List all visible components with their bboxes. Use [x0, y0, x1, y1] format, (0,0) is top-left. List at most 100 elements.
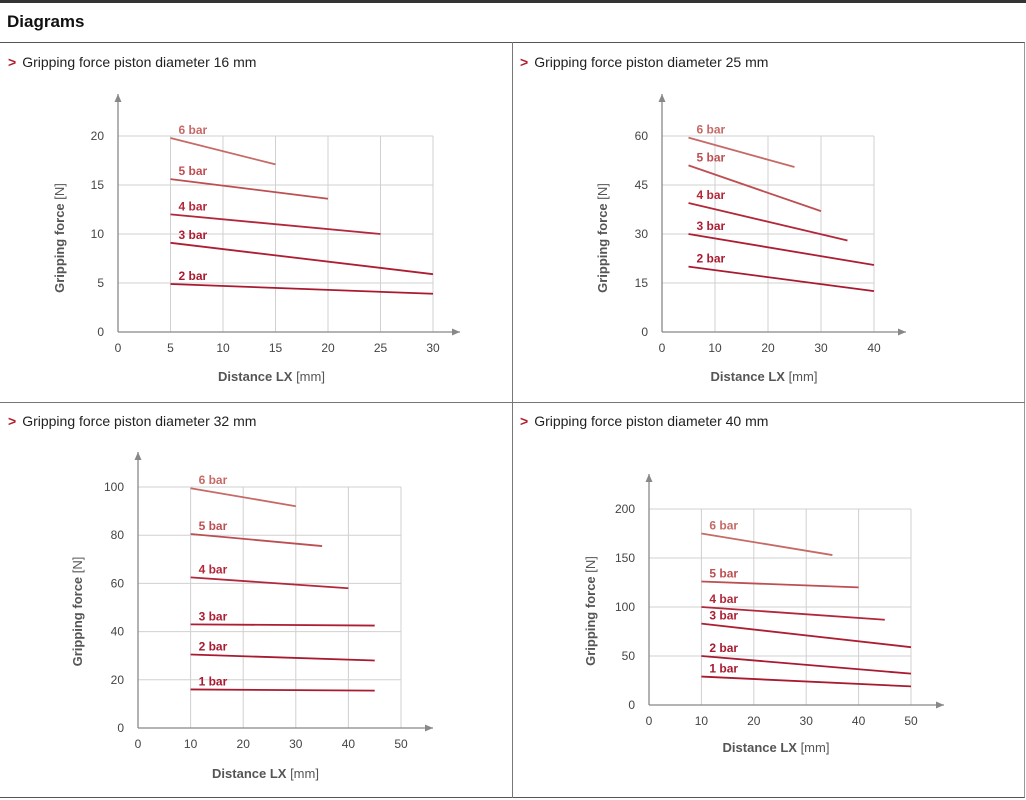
series-line-2-bar: [170, 283, 434, 295]
y-tick-label: 60: [111, 576, 125, 590]
series-line-5-bar: [688, 164, 822, 212]
y-tick-label: 60: [635, 129, 649, 143]
y-tick-label: 5: [97, 276, 104, 290]
x-tick-label: 0: [646, 714, 653, 728]
series-label: 5 bar: [709, 567, 738, 581]
y-tick-label: 150: [615, 551, 635, 565]
panel-title-text: Gripping force piston diameter 16 mm: [22, 54, 257, 70]
y-tick-label: 0: [97, 325, 104, 339]
chart-panel-2: 0 10 20 30 40 50 0 20 40 60 80 100 Distance LX [mm] G…: [70, 452, 433, 781]
series-line-2-bar: [688, 265, 875, 293]
y-axis-title: Gripping force [N]: [52, 183, 67, 293]
series-label: 1 bar: [709, 662, 738, 676]
panel-title-32mm: > Gripping force piston diameter 32 mm: [8, 413, 256, 429]
series-line-6-bar: [701, 532, 833, 556]
x-tick-label: 0: [115, 341, 122, 355]
series-label: 6 bar: [199, 473, 228, 487]
y-axis-arrow-icon: [114, 94, 122, 102]
x-tick-label: 10: [695, 714, 709, 728]
chevron-right-icon: >: [520, 54, 529, 70]
x-tick-label: 30: [289, 737, 303, 751]
x-tick-label: 40: [867, 341, 881, 355]
series-line-3-bar: [701, 622, 912, 649]
series-line-6-bar: [688, 136, 795, 168]
x-axis-title: Distance LX [mm]: [723, 740, 830, 755]
y-tick-label: 50: [622, 649, 636, 663]
x-axis-arrow-icon: [936, 701, 944, 709]
series-label: 6 bar: [697, 123, 726, 137]
series-label: 2 bar: [199, 639, 228, 653]
series-line-4-bar: [190, 576, 349, 590]
x-tick-label: 20: [747, 714, 761, 728]
panel-title-text: Gripping force piston diameter 25 mm: [534, 54, 769, 70]
chart-panel-1: 0 10 20 30 40 0 15 30 45 60 Distance LX [mm] Grippi…: [595, 94, 906, 384]
x-tick-label: 0: [135, 737, 142, 751]
y-axis-arrow-icon: [134, 452, 142, 460]
series-label: 4 bar: [709, 592, 738, 606]
series-label: 4 bar: [199, 562, 228, 576]
series-line-2-bar: [190, 653, 375, 662]
x-axis-title: Distance LX [mm]: [711, 369, 818, 384]
vertical-divider: [512, 42, 513, 798]
horizontal-divider: [0, 402, 1025, 403]
series-label: 3 bar: [697, 219, 726, 233]
y-tick-label: 0: [641, 325, 648, 339]
x-tick-label: 5: [167, 341, 174, 355]
series-line-4-bar: [701, 606, 885, 621]
y-tick-label: 15: [91, 178, 105, 192]
y-tick-label: 0: [628, 698, 635, 712]
chevron-right-icon: >: [520, 413, 529, 429]
x-tick-label: 30: [426, 341, 440, 355]
y-tick-label: 0: [117, 721, 124, 735]
x-tick-label: 15: [269, 341, 283, 355]
x-tick-label: 0: [659, 341, 666, 355]
series-line-6-bar: [170, 137, 276, 166]
y-tick-label: 80: [111, 528, 125, 542]
y-axis-title: Gripping force [N]: [583, 556, 598, 666]
y-tick-label: 100: [615, 600, 635, 614]
chevron-right-icon: >: [8, 54, 17, 70]
y-axis-title: Gripping force [N]: [70, 557, 85, 667]
y-tick-label: 200: [615, 502, 635, 516]
chart-panel-3: 0 10 20 30 40 50 0 50 100 150 200 Distance LX [mm] G…: [583, 474, 944, 755]
page-title: Diagrams: [7, 12, 85, 31]
series-line-3-bar: [170, 241, 434, 276]
x-tick-label: 40: [852, 714, 866, 728]
y-tick-label: 40: [111, 625, 125, 639]
x-tick-label: 10: [184, 737, 198, 751]
series-line-5-bar: [701, 580, 859, 589]
y-tick-label: 20: [111, 673, 125, 687]
y-tick-label: 10: [91, 227, 105, 241]
series-label: 6 bar: [179, 123, 208, 137]
x-tick-label: 20: [761, 341, 775, 355]
x-tick-label: 10: [708, 341, 722, 355]
x-tick-label: 50: [394, 737, 408, 751]
series-line-1-bar: [190, 688, 375, 692]
x-axis-title: Distance LX [mm]: [212, 766, 319, 781]
y-axis-arrow-icon: [645, 474, 653, 482]
x-axis-arrow-icon: [898, 328, 906, 336]
y-axis-arrow-icon: [658, 94, 666, 102]
x-tick-label: 20: [321, 341, 335, 355]
series-line-5-bar: [190, 533, 323, 547]
x-tick-label: 25: [374, 341, 388, 355]
panel-title-text: Gripping force piston diameter 40 mm: [534, 413, 769, 429]
series-label: 4 bar: [697, 188, 726, 202]
series-label: 2 bar: [709, 641, 738, 655]
series-label: 3 bar: [709, 609, 738, 623]
x-tick-label: 40: [342, 737, 356, 751]
y-tick-label: 20: [91, 129, 105, 143]
y-tick-label: 30: [635, 227, 649, 241]
x-tick-label: 20: [237, 737, 251, 751]
x-axis-title: Distance LX [mm]: [218, 369, 325, 384]
series-label: 6 bar: [709, 519, 738, 533]
series-line-5-bar: [170, 178, 329, 200]
series-label: 5 bar: [199, 519, 228, 533]
x-tick-label: 30: [800, 714, 814, 728]
series-label: 2 bar: [697, 252, 726, 266]
series-label: 3 bar: [179, 228, 208, 242]
top-rule: [0, 0, 1026, 3]
y-tick-label: 45: [635, 178, 649, 192]
x-axis-arrow-icon: [425, 724, 433, 732]
